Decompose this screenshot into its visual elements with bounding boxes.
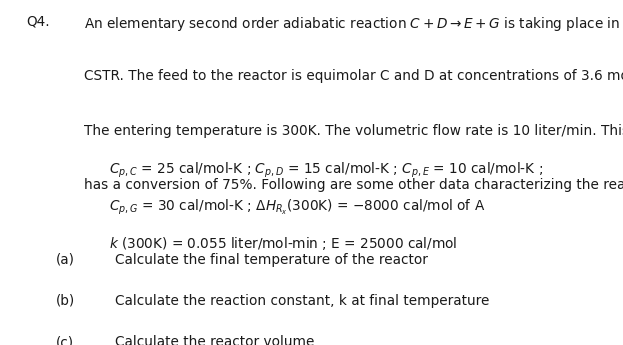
Text: Calculate the reactor volume: Calculate the reactor volume (115, 335, 315, 345)
Text: (a): (a) (56, 253, 75, 267)
Text: Q4.: Q4. (26, 15, 50, 29)
Text: (c): (c) (56, 335, 74, 345)
Text: The entering temperature is 300K. The volumetric flow rate is 10 liter/min. This: The entering temperature is 300K. The vo… (84, 124, 623, 138)
Text: $k$ (300K) = 0.055 liter/mol-min ; E = 25000 cal/mol: $k$ (300K) = 0.055 liter/mol-min ; E = 2… (109, 235, 457, 252)
Text: CSTR. The feed to the reactor is equimolar C and D at concentrations of 3.6 mol/: CSTR. The feed to the reactor is equimol… (84, 69, 623, 83)
Text: Calculate the reaction constant, k at final temperature: Calculate the reaction constant, k at fi… (115, 294, 490, 308)
Text: (b): (b) (56, 294, 75, 308)
Text: $C_{p,C}$ = 25 cal/mol-K ; $C_{p,D}$ = 15 cal/mol-K ; $C_{p,E}$ = 10 cal/mol-K ;: $C_{p,C}$ = 25 cal/mol-K ; $C_{p,D}$ = 1… (109, 160, 543, 180)
Text: $C_{p,G}$ = 30 cal/mol-K ; $\Delta H_{R_x}$(300K) = −8000 cal/mol of A: $C_{p,G}$ = 30 cal/mol-K ; $\Delta H_{R_… (109, 198, 485, 217)
Text: Calculate the final temperature of the reactor: Calculate the final temperature of the r… (115, 253, 428, 267)
Text: has a conversion of 75%. Following are some other data characterizing the reacti: has a conversion of 75%. Following are s… (84, 178, 623, 193)
Text: An elementary second order adiabatic reaction $C + D \rightarrow E + G$ is takin: An elementary second order adiabatic rea… (84, 15, 623, 33)
